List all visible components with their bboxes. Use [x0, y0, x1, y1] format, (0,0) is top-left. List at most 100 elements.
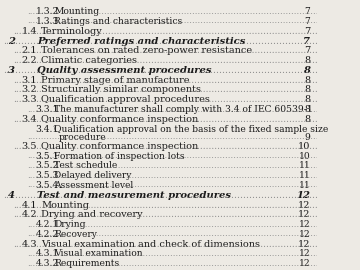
Text: procedure: procedure: [59, 133, 106, 142]
Text: ................................................................................: ........................................…: [3, 191, 360, 200]
Text: ................................................................................: ........................................…: [13, 46, 358, 55]
Text: Quality assessment procedures: Quality assessment procedures: [37, 66, 212, 75]
Text: 11: 11: [299, 161, 310, 170]
Text: 8: 8: [304, 86, 310, 94]
Text: 8: 8: [304, 56, 310, 65]
Text: Ratings and characteristics: Ratings and characteristics: [54, 17, 183, 26]
Text: ................................................................................: ........................................…: [27, 260, 357, 268]
Text: Assessment level: Assessment level: [54, 181, 134, 190]
Text: 8: 8: [305, 105, 310, 114]
Text: ................................................................................: ........................................…: [13, 201, 358, 210]
Text: 4: 4: [8, 191, 15, 200]
Text: 7: 7: [304, 46, 310, 55]
Text: 4.2.1: 4.2.1: [36, 220, 59, 229]
Text: 4.2: 4.2: [22, 210, 37, 219]
Text: ................................................................................: ........................................…: [13, 76, 358, 85]
Text: 4.1: 4.1: [22, 201, 37, 210]
Text: The manufacturer shall comply with 3.4 of IEC 60539-1: The manufacturer shall comply with 3.4 o…: [54, 105, 313, 114]
Text: ................................................................................: ........................................…: [27, 18, 357, 25]
Text: 3.3.1: 3.3.1: [36, 105, 59, 114]
Text: 4.3.1: 4.3.1: [36, 249, 59, 258]
Text: 8: 8: [304, 76, 310, 85]
Text: 7: 7: [304, 27, 310, 36]
Text: 2: 2: [8, 36, 15, 46]
Text: Climatic categories: Climatic categories: [41, 56, 137, 65]
Text: ................................................................................: ........................................…: [27, 106, 357, 114]
Text: ................................................................................: ........................................…: [13, 86, 358, 94]
Text: ................................................................................: ........................................…: [13, 95, 358, 104]
Text: 9: 9: [305, 133, 310, 142]
Text: ................................................................................: ........................................…: [27, 221, 357, 229]
Text: 12: 12: [299, 259, 310, 268]
Text: ................................................................................: ........................................…: [13, 240, 358, 249]
Text: 10: 10: [299, 151, 310, 161]
Text: ................................................................................: ........................................…: [3, 66, 360, 75]
Text: 3.5.4: 3.5.4: [36, 181, 59, 190]
Text: Preferred ratings and characteristics: Preferred ratings and characteristics: [37, 36, 246, 46]
Text: Visual examination: Visual examination: [54, 249, 143, 258]
Text: 3.3: 3.3: [22, 95, 37, 104]
Text: Qualification approval procedures: Qualification approval procedures: [41, 95, 210, 104]
Text: 3.5.2: 3.5.2: [36, 161, 59, 170]
Text: 12: 12: [298, 201, 310, 210]
Text: Drying and recovery: Drying and recovery: [41, 210, 143, 219]
Text: Test and measurement procedures: Test and measurement procedures: [37, 191, 231, 200]
Text: 3.2: 3.2: [22, 86, 37, 94]
Text: 8: 8: [303, 66, 310, 75]
Text: 4.2.2: 4.2.2: [36, 230, 59, 239]
Text: ................................................................................: ........................................…: [27, 8, 357, 16]
Text: 12: 12: [296, 191, 310, 200]
Text: Delayed delivery: Delayed delivery: [54, 171, 132, 180]
Text: 7: 7: [305, 17, 310, 26]
Text: 12: 12: [299, 230, 310, 239]
Text: 2.2: 2.2: [22, 56, 37, 65]
Text: ................................................................................: ........................................…: [27, 172, 357, 180]
Text: ................................................................................: ........................................…: [13, 27, 358, 36]
Text: Quality conformance inspection: Quality conformance inspection: [41, 142, 198, 151]
Text: 4.3.2: 4.3.2: [36, 259, 59, 268]
Text: ................................................................................: ........................................…: [3, 36, 360, 46]
Text: 1.4: 1.4: [22, 27, 37, 36]
Text: 12: 12: [298, 210, 310, 219]
Text: 3.5.1: 3.5.1: [36, 151, 59, 161]
Text: 4.3: 4.3: [22, 240, 37, 249]
Text: Primary stage of manufacture: Primary stage of manufacture: [41, 76, 190, 85]
Text: 7: 7: [305, 7, 310, 16]
Text: 3.1: 3.1: [22, 76, 37, 85]
Text: Visual examination and check of dimensions: Visual examination and check of dimensio…: [41, 240, 260, 249]
Text: Mounting: Mounting: [54, 7, 100, 16]
Text: Tolerances on rated zero-power resistance: Tolerances on rated zero-power resistanc…: [41, 46, 252, 55]
Text: 3.5: 3.5: [22, 142, 37, 151]
Text: ................................................................................: ........................................…: [27, 250, 357, 258]
Text: ................................................................................: ........................................…: [13, 115, 358, 124]
Text: 3.4: 3.4: [22, 115, 37, 124]
Text: Recovery: Recovery: [54, 230, 97, 239]
Text: Terminology: Terminology: [41, 27, 103, 36]
Text: ................................................................................: ........................................…: [27, 181, 357, 190]
Text: 11: 11: [299, 181, 310, 190]
Text: 10: 10: [298, 142, 310, 151]
Text: ................................................................................: ........................................…: [13, 56, 358, 65]
Text: Structurally similar components: Structurally similar components: [41, 86, 201, 94]
Text: 8: 8: [304, 95, 310, 104]
Text: 12: 12: [298, 240, 310, 249]
Text: 2.1: 2.1: [22, 46, 37, 55]
Text: 8: 8: [304, 115, 310, 124]
Text: ................................................................................: ........................................…: [27, 152, 357, 160]
Text: Quality conformance inspection: Quality conformance inspection: [41, 115, 198, 124]
Text: 3.4.1: 3.4.1: [36, 125, 59, 134]
Text: Requirements: Requirements: [54, 259, 120, 268]
Text: 12: 12: [299, 220, 310, 229]
Text: Drying: Drying: [54, 220, 86, 229]
Text: 1.3.3: 1.3.3: [36, 17, 59, 26]
Text: 12: 12: [299, 249, 310, 258]
Text: ................................................................................: ........................................…: [27, 133, 357, 141]
Text: ................................................................................: ........................................…: [27, 162, 357, 170]
Text: 3: 3: [8, 66, 15, 75]
Text: Formation of inspection lots: Formation of inspection lots: [54, 151, 185, 161]
Text: Qualification approval on the basis of the fixed sample size: Qualification approval on the basis of t…: [54, 125, 329, 134]
Text: 1.3.2: 1.3.2: [36, 7, 59, 16]
Text: ................................................................................: ........................................…: [13, 210, 358, 219]
Text: ................................................................................: ........................................…: [27, 230, 357, 238]
Text: 3.5.3: 3.5.3: [36, 171, 59, 180]
